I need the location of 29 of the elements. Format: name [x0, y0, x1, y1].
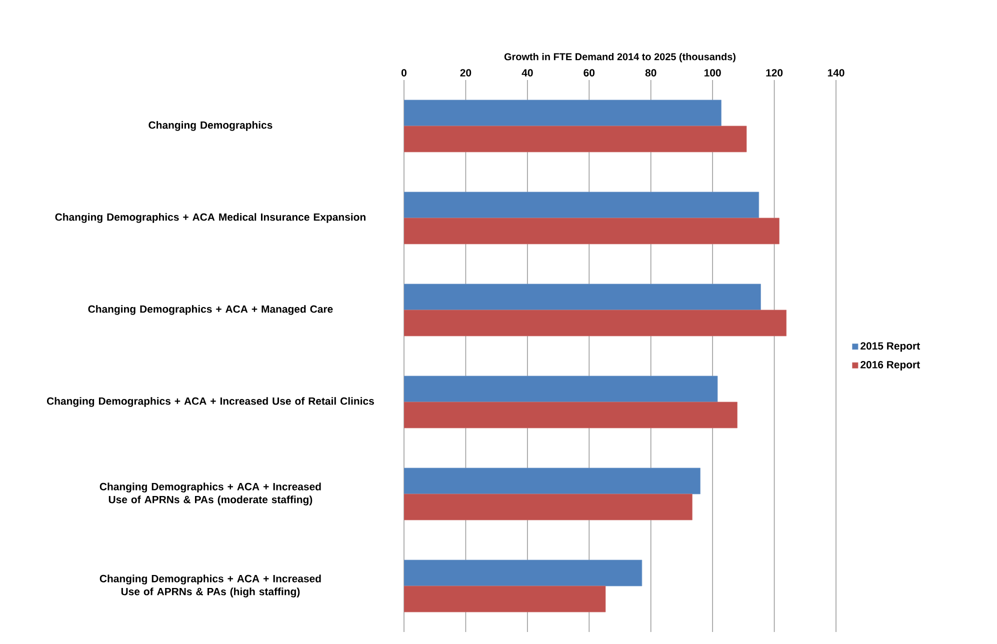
bar — [404, 586, 606, 612]
x-tick-label: 0 — [401, 69, 406, 76]
x-tick-label: 120 — [766, 69, 783, 76]
bar — [404, 560, 642, 586]
y-tick-label: Changing Demographics + ACA Medical Insurance Expansion — [55, 213, 366, 223]
x-tick-label: 100 — [704, 69, 721, 76]
bar — [404, 494, 692, 520]
legend-label: 2015 Report — [860, 342, 920, 352]
bar — [404, 192, 760, 218]
y-tick-label: Changing Demographics + ACA + Increased Use of APRNs & PAs (moderate staffing) — [100, 482, 321, 506]
y-tick-label: Changing Demographics + ACA + Managed Care — [88, 305, 333, 315]
bar — [404, 284, 761, 310]
x-tick-label: 140 — [828, 69, 844, 76]
x-tick-label: 40 — [522, 69, 533, 76]
y-tick-label: Changing Demographics + ACA + Increased Use of APRNs & PAs (high staffing) — [100, 574, 321, 598]
legend-label: 2016 Report — [860, 360, 920, 370]
x-tick-label: 80 — [645, 69, 656, 76]
bar — [404, 376, 718, 402]
y-tick-label: Changing Demographics + ACA + Increased Use of Retail Clinics — [46, 397, 374, 407]
bar — [404, 402, 738, 428]
bar — [404, 468, 700, 494]
y-tick-label: Changing Demographics — [148, 121, 272, 131]
bar — [404, 218, 780, 244]
x-axis-title: Growth in FTE Demand 2014 to 2025 (thousands) — [504, 52, 736, 62]
bar — [404, 310, 787, 336]
x-tick-label: 20 — [460, 69, 472, 76]
x-tick-label: 60 — [584, 69, 595, 76]
bar — [404, 100, 722, 126]
bar — [404, 126, 747, 152]
